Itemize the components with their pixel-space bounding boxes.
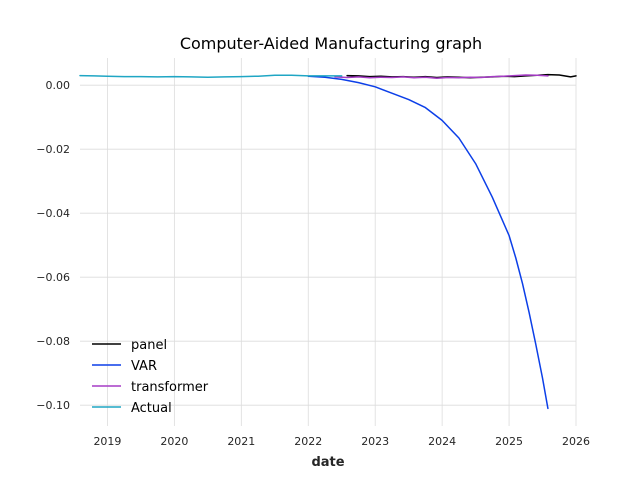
y-tick-label: −0.08	[36, 335, 70, 348]
legend-label-var: VAR	[131, 359, 157, 374]
x-axis-label: date	[311, 455, 344, 470]
x-tick-label: 2019	[93, 435, 121, 448]
x-axis: 2019 2020 2021 2022 2023 2024 2025 2026	[93, 435, 590, 448]
x-tick-label: 2022	[294, 435, 322, 448]
x-tick-label: 2020	[160, 435, 188, 448]
legend: panel VAR transformer Actual	[92, 338, 209, 416]
series-layer	[79, 73, 577, 410]
x-tick-label: 2025	[495, 435, 523, 448]
y-axis: 0.00 −0.02 −0.04 −0.06 −0.08 −0.10	[36, 79, 70, 412]
x-tick-label: 2026	[562, 435, 590, 448]
y-tick-label: −0.10	[36, 399, 70, 412]
series-line-var	[307, 75, 549, 410]
grid	[80, 58, 577, 426]
y-tick-label: 0.00	[46, 79, 71, 92]
legend-label-panel: panel	[131, 338, 167, 353]
y-tick-label: −0.04	[36, 207, 70, 220]
y-tick-label: −0.06	[36, 271, 70, 284]
x-tick-label: 2021	[227, 435, 255, 448]
series-line-transformer	[334, 74, 549, 79]
x-tick-label: 2023	[361, 435, 389, 448]
x-tick-label: 2024	[428, 435, 456, 448]
y-tick-label: −0.02	[36, 143, 70, 156]
chart-title: Computer-Aided Manufacturing graph	[180, 34, 482, 53]
legend-label-actual: Actual	[131, 401, 172, 416]
legend-label-transformer: transformer	[131, 380, 209, 395]
series-line-actual	[79, 74, 343, 78]
